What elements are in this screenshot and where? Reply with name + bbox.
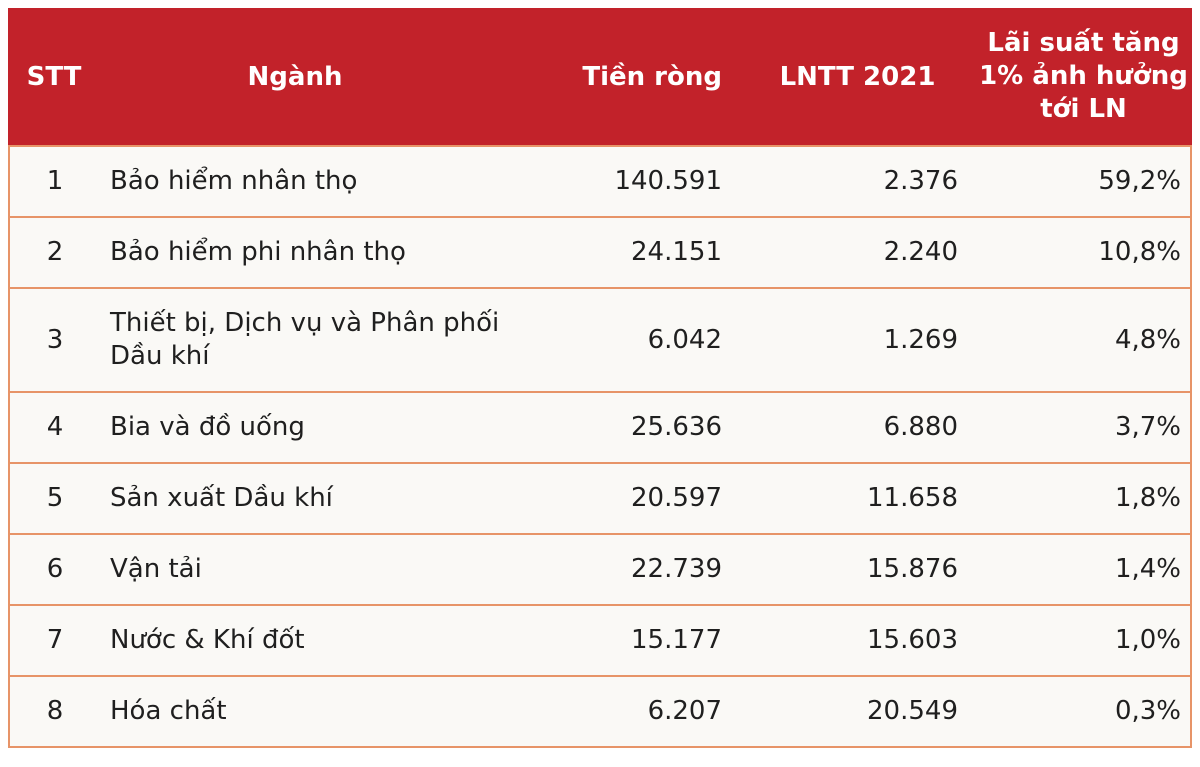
- table-row: 3 Thiết bị, Dịch vụ và Phân phối Dầu khí 6…: [8, 287, 1192, 391]
- table-row: 7 Nước & Khí đốt 15.177 15.603 1,0%: [8, 604, 1192, 675]
- column-header-nganh: Ngành: [100, 8, 490, 145]
- cell-lntt-2021: 15.876: [740, 533, 975, 604]
- table-row: 2 Bảo hiểm phi nhân thọ 24.151 2.240 10,8%: [8, 216, 1192, 287]
- cell-tien-rong: 20.597: [490, 462, 740, 533]
- table-row: 8 Hóa chất 6.207 20.549 0,3%: [8, 675, 1192, 748]
- cell-tien-rong: 22.739: [490, 533, 740, 604]
- column-header-lai-suat-impact: Lãi suất tăng 1% ảnh hưởng tới LN: [975, 8, 1192, 145]
- cell-lntt-2021: 6.880: [740, 391, 975, 462]
- cell-nganh: Sản xuất Dầu khí: [100, 462, 490, 533]
- table-row: 4 Bia và đồ uống 25.636 6.880 3,7%: [8, 391, 1192, 462]
- cell-tien-rong: 6.207: [490, 675, 740, 748]
- table-row: 1 Bảo hiểm nhân thọ 140.591 2.376 59,2%: [8, 145, 1192, 216]
- table-header-row: STT Ngành Tiền ròng LNTT 2021 Lãi suất tăng …: [8, 8, 1192, 145]
- cell-nganh: Nước & Khí đốt: [100, 604, 490, 675]
- cell-stt: 2: [8, 216, 100, 287]
- cell-nganh: Bảo hiểm nhân thọ: [100, 145, 490, 216]
- cell-stt: 7: [8, 604, 100, 675]
- column-header-lntt-2021: LNTT 2021: [740, 8, 975, 145]
- cell-lntt-2021: 11.658: [740, 462, 975, 533]
- interest-rate-impact-table: STT Ngành Tiền ròng LNTT 2021 Lãi suất tăng …: [8, 8, 1192, 748]
- cell-lntt-2021: 15.603: [740, 604, 975, 675]
- cell-lai-suat-impact: 1,4%: [975, 533, 1192, 604]
- cell-nganh: Bảo hiểm phi nhân thọ: [100, 216, 490, 287]
- cell-tien-rong: 140.591: [490, 145, 740, 216]
- cell-stt: 3: [8, 287, 100, 391]
- cell-stt: 4: [8, 391, 100, 462]
- cell-nganh: Hóa chất: [100, 675, 490, 748]
- column-header-tien-rong: Tiền ròng: [490, 8, 740, 145]
- cell-tien-rong: 25.636: [490, 391, 740, 462]
- cell-stt: 1: [8, 145, 100, 216]
- cell-stt: 8: [8, 675, 100, 748]
- cell-lai-suat-impact: 3,7%: [975, 391, 1192, 462]
- column-header-stt: STT: [8, 8, 100, 145]
- cell-tien-rong: 24.151: [490, 216, 740, 287]
- cell-nganh: Thiết bị, Dịch vụ và Phân phối Dầu khí: [100, 287, 499, 391]
- cell-lai-suat-impact: 59,2%: [975, 145, 1192, 216]
- cell-lai-suat-impact: 4,8%: [975, 287, 1192, 391]
- cell-tien-rong: 6.042: [490, 287, 740, 391]
- table-row: 5 Sản xuất Dầu khí 20.597 11.658 1,8%: [8, 462, 1192, 533]
- cell-lntt-2021: 20.549: [740, 675, 975, 748]
- cell-lntt-2021: 2.376: [740, 145, 975, 216]
- cell-lai-suat-impact: 0,3%: [975, 675, 1192, 748]
- cell-lai-suat-impact: 10,8%: [975, 216, 1192, 287]
- cell-stt: 5: [8, 462, 100, 533]
- cell-nganh: Bia và đồ uống: [100, 391, 490, 462]
- cell-stt: 6: [8, 533, 100, 604]
- cell-tien-rong: 15.177: [490, 604, 740, 675]
- cell-lntt-2021: 1.269: [740, 287, 975, 391]
- cell-lai-suat-impact: 1,0%: [975, 604, 1192, 675]
- cell-lai-suat-impact: 1,8%: [975, 462, 1192, 533]
- table-row: 6 Vận tải 22.739 15.876 1,4%: [8, 533, 1192, 604]
- cell-lntt-2021: 2.240: [740, 216, 975, 287]
- cell-nganh: Vận tải: [100, 533, 490, 604]
